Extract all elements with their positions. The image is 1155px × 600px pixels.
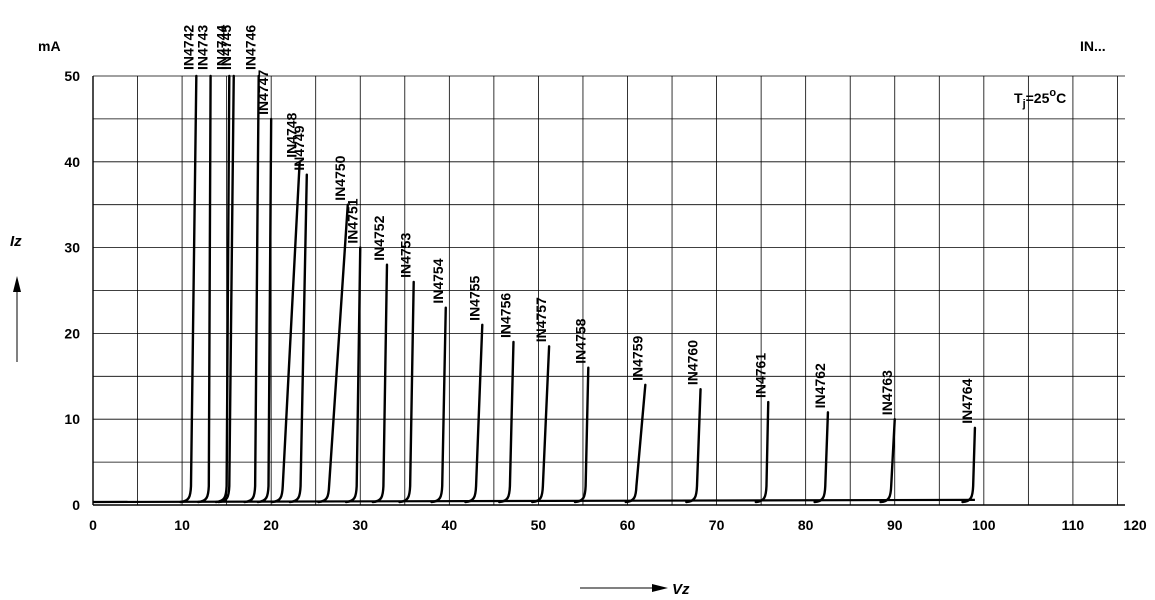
y-tick-label: 20: [64, 325, 80, 341]
curve-in4744: [214, 74, 231, 504]
x-tick-labels: 0 10 20 30 40 50 60 70 80 90 100 110 120: [89, 517, 1147, 533]
curve-in4754: [430, 306, 447, 504]
x-tick-label: 100: [972, 517, 996, 533]
series-label-in4756: IN4756: [497, 293, 513, 338]
series-prefix-label: IN...: [1080, 38, 1106, 54]
series-label-in4747: IN4747: [255, 70, 271, 115]
series-label-in4762: IN4762: [812, 363, 828, 408]
x-tick-label: 80: [798, 517, 814, 533]
curves: [92, 74, 977, 504]
series-label-in4748: IN4748: [284, 112, 300, 157]
series-label-in4761: IN4761: [752, 353, 768, 398]
y-axis-arrow: [13, 276, 21, 362]
x-tick-label: 50: [531, 517, 547, 533]
temperature-subscript: j: [1022, 98, 1026, 110]
curve-in4764: [961, 426, 977, 504]
curve-in4762: [813, 411, 830, 504]
y-tick-label: 40: [64, 154, 80, 170]
series-label-in4759: IN4759: [629, 336, 645, 381]
y-tick-labels: 0 10 20 30 40 50: [64, 68, 80, 513]
temperature-unit: C: [1056, 90, 1066, 106]
x-axis-title: Vz: [672, 581, 690, 598]
x-tick-label: 40: [442, 517, 458, 533]
grid: [92, 75, 1125, 506]
x-tick-label: 60: [620, 517, 636, 533]
curve-in4750: [317, 203, 349, 504]
x-tick-label: 90: [887, 517, 903, 533]
curve-in4761: [754, 400, 770, 504]
x-tick-label: 70: [709, 517, 725, 533]
curve-in4758: [573, 366, 590, 504]
series-label-in4753: IN4753: [398, 233, 414, 278]
series-label-in4746: IN4746: [243, 25, 259, 70]
series-label-in4744: IN4744: [213, 25, 229, 70]
curve-in4743: [196, 74, 212, 504]
y-unit-label: mA: [38, 38, 61, 54]
curve-in4749: [288, 173, 308, 504]
curve-in4745: [217, 74, 235, 504]
series-label-in4751: IN4751: [344, 198, 360, 243]
series-label-in4750: IN4750: [332, 155, 348, 200]
x-tick-label: 110: [1062, 517, 1085, 533]
series-label-in4757: IN4757: [533, 297, 549, 342]
series-label-in4742: IN4742: [180, 25, 196, 70]
x-tick-label: 30: [352, 517, 368, 533]
series-label-in4758: IN4758: [572, 318, 588, 363]
curve-in4751: [344, 246, 362, 504]
curve-in4755: [464, 323, 484, 504]
series-label-in4752: IN4752: [371, 215, 387, 260]
series-label-in4763: IN4763: [879, 370, 895, 415]
series-label-in4764: IN4764: [959, 378, 975, 423]
series-label-in4754: IN4754: [430, 258, 446, 303]
curve-in4756: [498, 340, 515, 504]
curve-in4742: [179, 74, 198, 504]
y-axis-title: Iz: [10, 233, 22, 250]
series-label-in4755: IN4755: [466, 275, 482, 320]
y-tick-label: 30: [64, 240, 80, 256]
temperature-condition: Tj=25oC: [1014, 87, 1066, 110]
y-tick-label: 50: [64, 68, 80, 84]
x-axis-arrow: [580, 584, 668, 592]
curve-in4748: [270, 160, 301, 504]
series-label-in4760: IN4760: [685, 340, 701, 385]
curve-in4752: [371, 263, 389, 504]
y-tick-label: 10: [64, 411, 80, 427]
y-tick-label: 0: [72, 497, 80, 513]
curve-in4760: [685, 387, 702, 504]
curve-in4746: [243, 74, 260, 504]
degree-symbol: o: [1049, 87, 1056, 99]
curve-in4747: [256, 117, 273, 504]
curve-in4759: [624, 383, 647, 504]
x-tick-label: 120: [1123, 517, 1147, 533]
temperature-symbol: T: [1014, 90, 1023, 106]
series-label-in4749: IN4749: [291, 125, 307, 170]
x-tick-label: 10: [174, 517, 190, 533]
temperature-value: =25: [1026, 90, 1050, 106]
x-tick-label: 0: [89, 517, 97, 533]
x-tick-label: 20: [263, 517, 279, 533]
series-label-in4745: IN4745: [218, 25, 234, 70]
series-label-in4743: IN4743: [195, 25, 211, 70]
curve-in4763: [879, 418, 896, 504]
curve-in4753: [398, 280, 415, 504]
curve-in4757: [530, 345, 551, 504]
